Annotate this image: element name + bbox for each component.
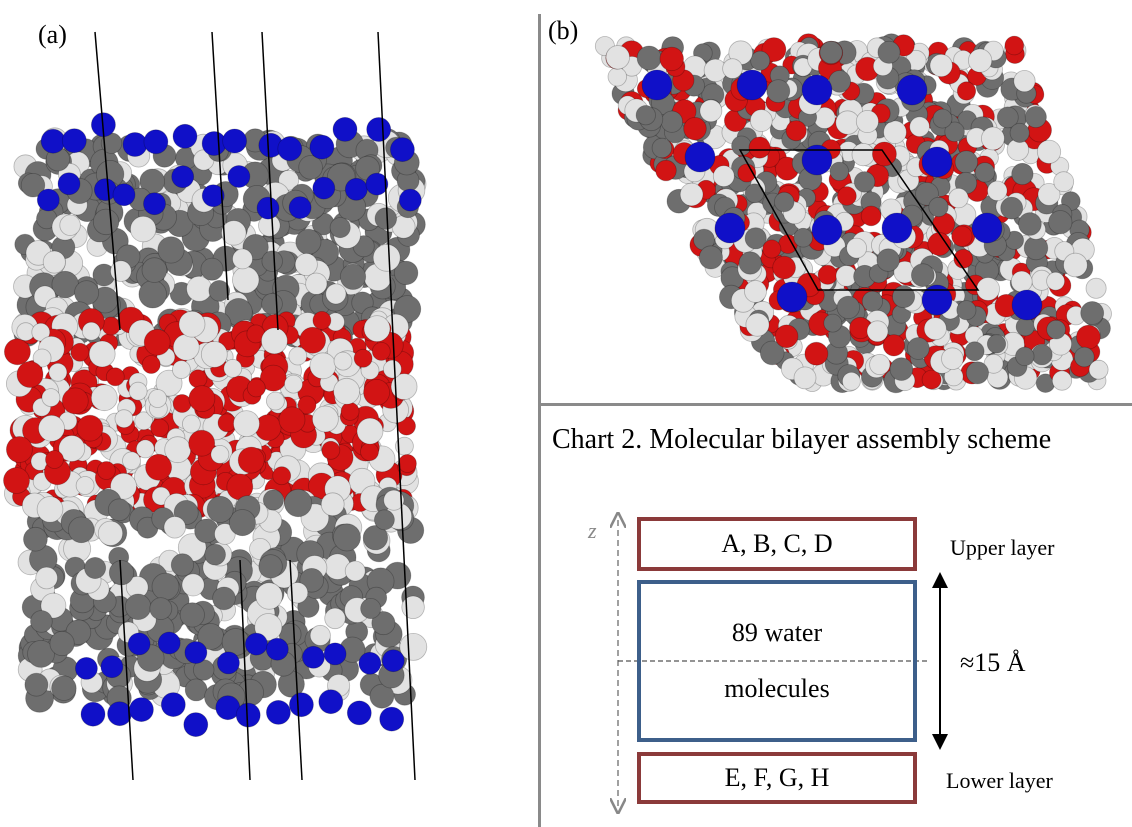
panel-a-side-view bbox=[0, 0, 538, 827]
water-count-text: 89 water bbox=[731, 618, 823, 647]
z-axis-label: z bbox=[588, 518, 597, 543]
lower-layer-box: E, F, G, H bbox=[637, 752, 917, 804]
vertical-divider bbox=[538, 14, 541, 827]
water-layer-box: 89 water molecules bbox=[637, 580, 917, 742]
lower-layer-label: Lower layer bbox=[946, 768, 1053, 793]
panel-b-label: (b) bbox=[548, 16, 579, 45]
chart-2-title: Chart 2. Molecular bilayer assembly sche… bbox=[552, 424, 1052, 455]
thickness-label: ≈15 Å bbox=[960, 648, 1026, 677]
bilayer-top-view-image bbox=[594, 33, 1112, 394]
bilayer-side-view-image bbox=[3, 31, 428, 781]
lower-layer-molecules: E, F, G, H bbox=[724, 763, 830, 792]
water-molecules-text: molecules bbox=[724, 674, 830, 703]
upper-layer-molecules: A, B, C, D bbox=[721, 529, 833, 558]
panel-b-top-view bbox=[542, 0, 1132, 403]
panel-a-label: (a) bbox=[38, 20, 67, 49]
horizontal-divider bbox=[541, 403, 1132, 406]
upper-layer-label: Upper layer bbox=[950, 535, 1055, 560]
upper-layer-box: A, B, C, D bbox=[637, 517, 917, 571]
